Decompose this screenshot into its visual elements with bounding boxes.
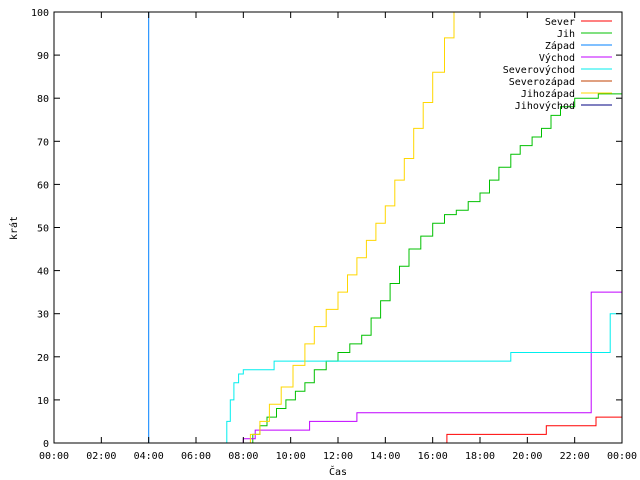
- x-tick-label: 00:00: [39, 451, 69, 462]
- series-line-vychod: [54, 257, 622, 443]
- x-tick-label: 00:00: [607, 451, 637, 462]
- x-tick-label: 06:00: [181, 451, 211, 462]
- y-tick-label: 40: [37, 267, 49, 278]
- x-tick-label: 12:00: [323, 451, 353, 462]
- y-axis-title: krát: [8, 216, 20, 240]
- x-tick-label: 22:00: [560, 451, 590, 462]
- series-group: [54, 12, 622, 443]
- y-tick-label: 90: [37, 51, 49, 62]
- x-tick-label: 20:00: [512, 451, 542, 462]
- x-tick-label: 16:00: [418, 451, 448, 462]
- x-tick-label: 14:00: [370, 451, 400, 462]
- series-layer: [54, 12, 622, 443]
- x-tick-label: 18:00: [465, 451, 495, 462]
- y-tick-label: 70: [37, 137, 49, 148]
- y-tick-label: 0: [43, 439, 49, 450]
- x-tick-label: 04:00: [134, 451, 164, 462]
- legend: SeverJihZápadVýchodSeverovýchodSeverozáp…: [503, 17, 612, 112]
- ticks-layer: 00:00 02:00 04:00 06:00 08:00 10:00 12:00 14:00…: [31, 8, 637, 462]
- series-line-jih: [54, 93, 622, 443]
- legend-label-severovychod: Severovýchod: [503, 64, 575, 76]
- legend-label-sever: Sever: [545, 17, 575, 28]
- legend-label-jih: Jih: [557, 29, 575, 40]
- series-line-zapad: [54, 12, 150, 443]
- y-tick-label: 80: [37, 94, 49, 105]
- series-line-sever: [54, 416, 622, 443]
- legend-label-vychod: Východ: [539, 52, 575, 64]
- x-tick-label: 10:00: [276, 451, 306, 462]
- legend-label-jihozapad: Jihozápad: [521, 88, 575, 100]
- y-tick-label: 60: [37, 180, 49, 191]
- y-tick-label: 30: [37, 310, 49, 321]
- x-tick-label: 08:00: [228, 451, 258, 462]
- y-tick-label: 20: [37, 353, 49, 364]
- legend-label-zapad: Západ: [545, 40, 575, 52]
- legend-label-jihovychod: Jihovýchod: [515, 100, 575, 112]
- legend-label-severozapad: Severozápad: [509, 76, 575, 88]
- series-line-jihozapad: [54, 12, 622, 443]
- y-tick-label: 50: [37, 224, 49, 235]
- x-axis-title: Čas: [329, 465, 347, 478]
- x-tick-label: 02:00: [86, 451, 116, 462]
- series-line-severovychod: [54, 266, 622, 443]
- y-tick-label: 10: [37, 396, 49, 407]
- y-tick-label: 100: [31, 8, 49, 19]
